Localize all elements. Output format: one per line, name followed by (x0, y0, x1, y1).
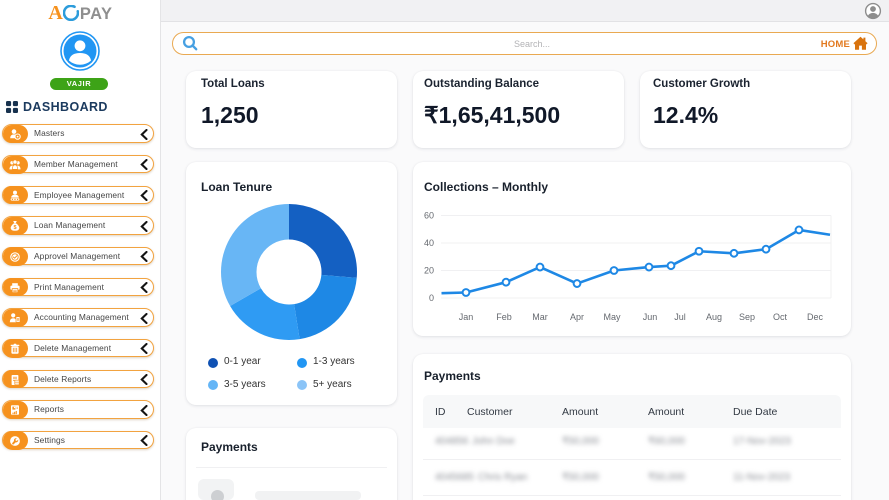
svg-text:0: 0 (429, 293, 434, 303)
svg-text:Sep: Sep (739, 312, 755, 322)
svg-text:Jun: Jun (643, 312, 658, 322)
svg-text:Jul: Jul (674, 312, 686, 322)
svg-text:Feb: Feb (496, 312, 512, 322)
svg-text:Aug: Aug (706, 312, 722, 322)
svg-text:40: 40 (424, 238, 434, 248)
svg-text:20: 20 (424, 266, 434, 276)
svg-text:Jan: Jan (459, 312, 474, 322)
svg-text:$: $ (13, 226, 16, 232)
svg-text:60: 60 (424, 211, 434, 221)
svg-text:Dec: Dec (807, 312, 824, 322)
svg-text:May: May (603, 312, 621, 322)
svg-text:Apr: Apr (570, 312, 584, 322)
svg-text:Mar: Mar (532, 312, 548, 322)
svg-text:Oct: Oct (773, 312, 788, 322)
